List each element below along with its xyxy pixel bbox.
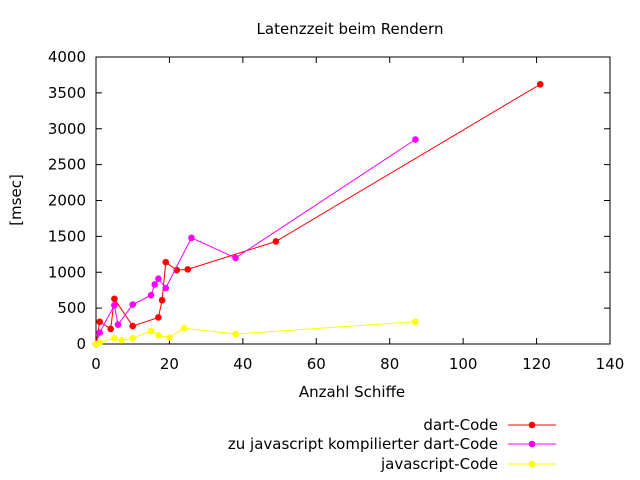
data-point (155, 332, 162, 339)
data-point (114, 321, 122, 328)
data-point (184, 266, 192, 273)
y-axis-label: [msec] (7, 174, 25, 226)
chart-title: Latenzzeit beim Rendern (257, 20, 444, 38)
data-point (232, 254, 239, 262)
y-tick-label: 2000 (48, 192, 86, 210)
plot-area-frame (95, 56, 611, 345)
y-tick-label: 0 (76, 335, 86, 353)
data-point (129, 334, 137, 342)
data-point (129, 301, 137, 308)
data-point (158, 296, 166, 304)
x-tick-label: 20 (160, 355, 179, 373)
y-tick-label: 500 (57, 299, 86, 317)
data-point (188, 234, 195, 242)
series-1 (92, 80, 544, 348)
data-point (147, 327, 155, 335)
y-tick-label: 3000 (48, 120, 86, 138)
legend-swatch-marker (528, 440, 536, 448)
series-layer (92, 80, 544, 348)
data-point (111, 334, 118, 342)
data-point (412, 318, 419, 326)
data-point (118, 337, 125, 344)
axes: 0 20 40 60 80 100 120 140 0 500 1000 1500 2000 2500 30… (48, 48, 625, 373)
data-point (536, 80, 544, 88)
y-tick-label: 1500 (48, 227, 86, 245)
data-point (151, 281, 159, 288)
x-tick-label: 0 (91, 355, 101, 373)
data-point (232, 330, 239, 338)
x-tick-label: 120 (522, 355, 551, 373)
data-point (147, 291, 155, 299)
data-point (155, 275, 162, 283)
y-tick-label: 1000 (48, 263, 86, 281)
series-line (95, 83, 541, 345)
data-point (162, 284, 170, 292)
series-line (95, 139, 416, 345)
x-tick-label: 40 (233, 355, 252, 373)
data-point (111, 295, 118, 303)
data-point (272, 238, 280, 245)
data-point (96, 329, 103, 336)
data-point (166, 334, 173, 341)
legend-swatch-marker (528, 460, 536, 468)
data-point (96, 339, 103, 346)
y-tick-label: 2500 (48, 156, 86, 174)
x-tick-label: 80 (380, 355, 399, 373)
series-3 (92, 318, 419, 348)
y-tick-label: 3500 (48, 84, 86, 102)
data-point (111, 301, 118, 309)
data-point (96, 318, 103, 326)
data-point (180, 324, 188, 332)
data-point (129, 322, 137, 330)
legend-label: zu javascript kompilierter dart-Code (228, 435, 498, 453)
legend-swatch-marker (528, 421, 536, 429)
data-point (107, 325, 114, 333)
data-point (173, 266, 181, 274)
x-axis-label: Anzahl Schiffe (299, 383, 405, 401)
x-tick-label: 60 (307, 355, 326, 373)
series-2 (92, 136, 419, 348)
data-point (162, 258, 170, 266)
data-point (412, 136, 419, 143)
x-tick-label: 100 (449, 355, 478, 373)
x-tick-label: 140 (596, 355, 625, 373)
y-tick-label: 4000 (48, 48, 86, 66)
series-line (95, 321, 416, 345)
data-point (155, 314, 162, 321)
legend-label: dart-Code (423, 416, 498, 434)
legend-label: javascript-Code (380, 455, 498, 473)
